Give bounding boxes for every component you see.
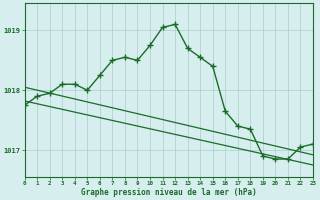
X-axis label: Graphe pression niveau de la mer (hPa): Graphe pression niveau de la mer (hPa) (81, 188, 257, 197)
